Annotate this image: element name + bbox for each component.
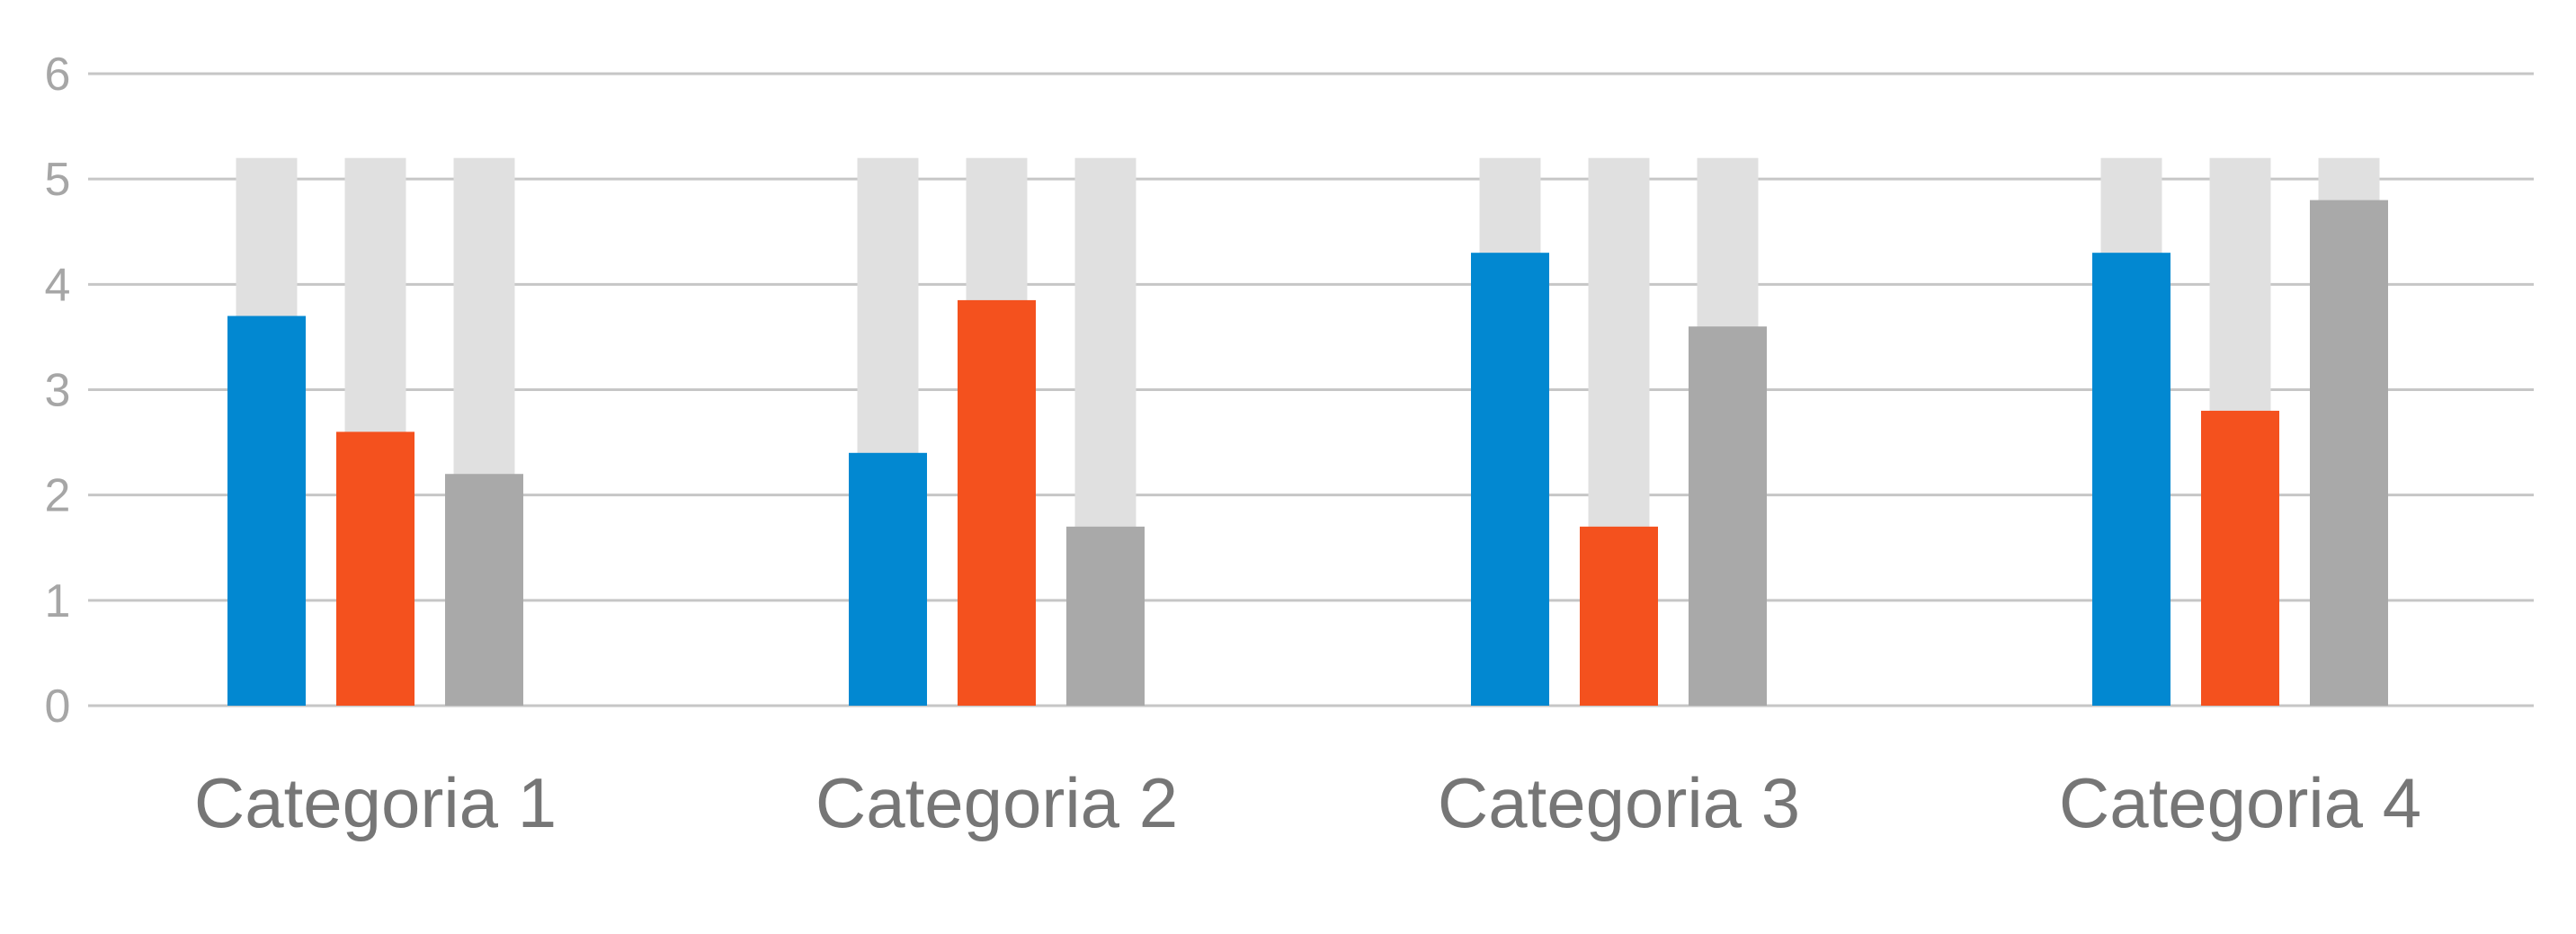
category-label: Categoria 2: [816, 763, 1178, 842]
bar-series1-4: [2092, 253, 2170, 706]
category-label: Categoria 4: [2059, 763, 2421, 842]
value-bars: [227, 200, 2388, 707]
bar-series1-3: [1471, 253, 1549, 706]
bar-series2-2: [958, 299, 1036, 706]
y-tick-label: 6: [45, 49, 71, 101]
bar-series3-2: [1066, 526, 1145, 706]
bar-series2-4: [2201, 410, 2279, 706]
bar-series3-1: [445, 474, 523, 706]
y-axis-ticks: 0 1 2 3 4 5 6: [45, 49, 71, 733]
bar-series2-1: [336, 431, 414, 706]
y-tick-label: 3: [45, 365, 71, 417]
y-tick-label: 5: [45, 154, 71, 206]
x-axis-categories: Categoria 1 Categoria 2 Categoria 3 Categor…: [194, 763, 2421, 842]
category-label: Categoria 1: [194, 763, 557, 842]
y-tick-label: 2: [45, 470, 71, 522]
bar-series2-3: [1580, 526, 1658, 706]
background-bars: [236, 157, 2380, 706]
bar-series1-2: [849, 452, 927, 706]
y-tick-label: 0: [45, 680, 71, 733]
y-tick-label: 4: [45, 259, 71, 311]
category-label: Categoria 3: [1438, 763, 1800, 842]
bar-series3-3: [1689, 326, 1767, 706]
bar-series1-1: [227, 316, 306, 706]
bar-series3-4: [2310, 200, 2388, 707]
y-tick-label: 1: [45, 575, 71, 627]
